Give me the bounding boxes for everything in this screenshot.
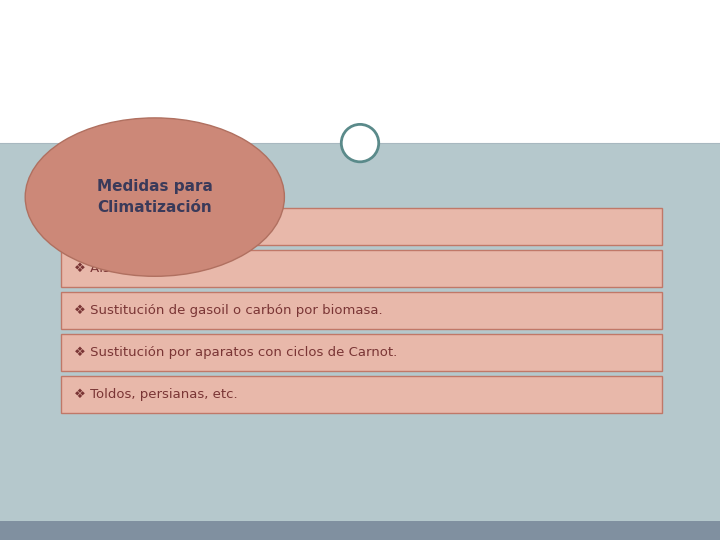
Text: ❖Zonificación: ❖Zonificación xyxy=(74,220,167,233)
Text: ❖ Sustitución de gasoil o carbón por biomasa.: ❖ Sustitución de gasoil o carbón por bio… xyxy=(74,304,383,317)
Ellipse shape xyxy=(341,124,379,162)
Ellipse shape xyxy=(25,118,284,276)
FancyBboxPatch shape xyxy=(61,334,662,371)
FancyBboxPatch shape xyxy=(0,521,720,540)
FancyBboxPatch shape xyxy=(61,208,662,245)
FancyBboxPatch shape xyxy=(61,292,662,329)
Text: ❖ Toldos, persianas, etc.: ❖ Toldos, persianas, etc. xyxy=(74,388,238,401)
FancyBboxPatch shape xyxy=(61,376,662,413)
FancyBboxPatch shape xyxy=(0,143,720,521)
Text: ❖ Sustitución por aparatos con ciclos de Carnot.: ❖ Sustitución por aparatos con ciclos de… xyxy=(74,346,397,359)
FancyBboxPatch shape xyxy=(0,0,720,143)
Text: ❖ Aislamiento.: ❖ Aislamiento. xyxy=(74,262,173,275)
FancyBboxPatch shape xyxy=(61,250,662,287)
Text: Medidas para
Climatización: Medidas para Climatización xyxy=(97,179,212,215)
